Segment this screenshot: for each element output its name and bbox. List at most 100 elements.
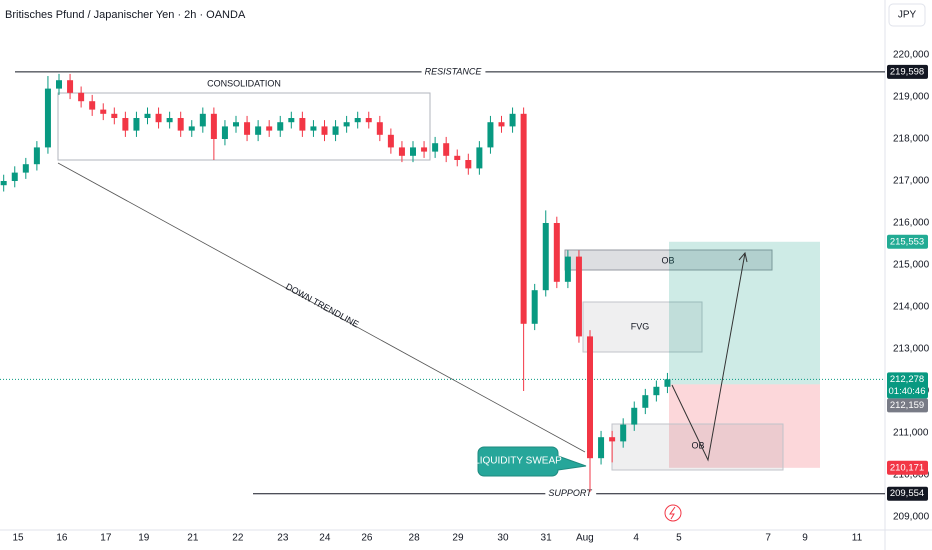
candle-body <box>520 113 527 324</box>
y-tick-label: 216,000 <box>893 218 930 229</box>
annotation: CONSOLIDATION <box>207 78 281 88</box>
label-bg <box>545 488 597 499</box>
candle-body <box>33 147 40 165</box>
y-tick-label: 209,000 <box>893 512 930 523</box>
price-tag-label: 210,171 <box>890 462 924 473</box>
y-tick-label: 213,000 <box>893 344 930 355</box>
annotation: LIQUIDITY SWEAP <box>474 456 562 467</box>
candle-body <box>664 379 671 387</box>
candle-body <box>199 113 206 127</box>
x-tick-label: 23 <box>277 533 289 544</box>
x-tick-label: 29 <box>452 533 464 544</box>
candle-body <box>587 336 593 459</box>
candle-body <box>100 109 107 114</box>
y-tick-label: 214,000 <box>893 302 930 313</box>
candle-body <box>166 118 173 123</box>
trendline <box>57 162 586 453</box>
y-tick-label: 210,000 <box>893 470 930 481</box>
candle-body <box>144 113 151 119</box>
x-tick-label: 11 <box>852 533 863 544</box>
candle-body <box>432 143 439 152</box>
candle-body <box>365 118 372 123</box>
currency-label[interactable]: JPY <box>898 10 917 21</box>
price-tag-label: 215,553 <box>890 236 924 247</box>
candle-body <box>221 126 228 140</box>
candle-body <box>387 134 394 148</box>
x-tick-label: 9 <box>802 533 808 544</box>
x-tick-label: 15 <box>13 533 25 544</box>
candle-body <box>0 181 7 186</box>
candle-body <box>598 437 605 459</box>
event-icon-bolt <box>669 506 676 520</box>
x-tick-label: 22 <box>232 533 244 544</box>
price-tag-label: 209,554 <box>890 488 924 499</box>
candle-body <box>354 118 361 123</box>
candle-body <box>376 122 383 135</box>
x-tick-label: 21 <box>187 533 199 544</box>
price-tag <box>887 64 928 79</box>
candle-body <box>288 118 295 123</box>
fvg-zone <box>582 301 703 353</box>
annotation: OB <box>691 440 704 450</box>
candle-body <box>299 118 306 131</box>
x-tick-label: 30 <box>497 533 509 544</box>
candle-body <box>465 160 472 169</box>
y-tick-label: 211,000 <box>893 428 929 439</box>
annotation: OB <box>661 255 674 265</box>
projection-arrow <box>671 252 746 462</box>
candle-body <box>44 88 51 148</box>
candle-body <box>111 113 118 119</box>
candle-body <box>620 424 627 442</box>
candle-body <box>11 172 18 182</box>
candle-body <box>398 147 405 156</box>
label-bg <box>421 66 486 77</box>
candle-body <box>421 147 428 152</box>
candle-body <box>609 437 616 442</box>
countdown: 01:40:46 <box>889 386 926 397</box>
sweep-callout <box>477 446 587 477</box>
y-tick-label: 215,000 <box>893 260 930 271</box>
candle-body <box>122 118 129 131</box>
candle-body <box>498 122 505 127</box>
y-tick-label: 217,000 <box>893 176 930 187</box>
price-tag <box>887 372 928 399</box>
price-tag-label: 212,159 <box>890 400 924 411</box>
candle-body <box>642 395 649 408</box>
support-label: SUPPORT <box>548 488 593 498</box>
candle-body <box>244 122 251 135</box>
resistance-label: RESISTANCE <box>425 66 483 76</box>
candle-body <box>155 113 162 123</box>
candle-body <box>487 122 494 148</box>
chart-title: Britisches Pfund / Japanischer Yen · 2h … <box>5 9 246 21</box>
price-tag <box>887 486 928 501</box>
event-icon[interactable] <box>664 504 682 522</box>
candle-body <box>454 155 461 161</box>
target-zone <box>669 241 820 385</box>
candle-body <box>476 147 483 169</box>
candle-body <box>631 407 638 425</box>
candle-body <box>177 118 184 131</box>
currency-button[interactable] <box>888 3 926 27</box>
y-tick-label: 218,000 <box>893 134 930 145</box>
candle-body <box>22 164 29 173</box>
candle-body <box>332 126 339 135</box>
price-tag <box>887 460 928 475</box>
candle-body <box>321 126 328 135</box>
candle-body <box>78 92 85 102</box>
stop-zone <box>669 384 820 468</box>
candle-body <box>133 118 140 131</box>
x-tick-label: 28 <box>409 533 421 544</box>
candle-body <box>564 256 571 282</box>
candle-body <box>266 126 273 131</box>
candle-body <box>553 223 560 282</box>
y-tick-label: 220,000 <box>893 50 930 61</box>
x-tick-label: 19 <box>138 533 150 544</box>
candle-body <box>277 122 284 131</box>
candle-body <box>410 147 416 156</box>
candle-body <box>509 113 516 127</box>
candle-body <box>255 126 262 135</box>
x-tick-label: 4 <box>633 533 639 544</box>
x-tick-label: 17 <box>100 533 112 544</box>
annotation: FVG <box>631 321 650 331</box>
